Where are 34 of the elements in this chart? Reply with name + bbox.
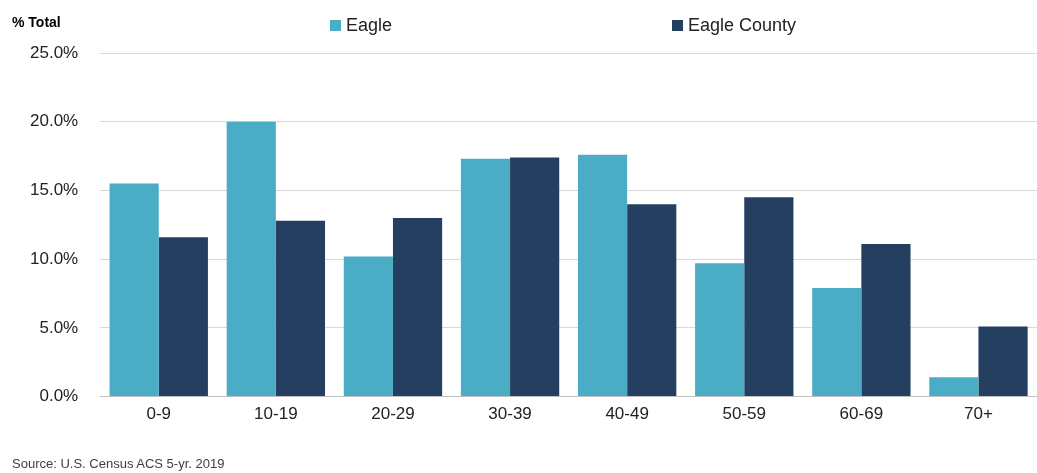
bar	[158, 237, 208, 397]
bar	[109, 183, 159, 397]
bar	[978, 326, 1028, 397]
bar	[226, 121, 276, 397]
y-tick-label: 15.0%	[30, 180, 79, 200]
bar	[275, 220, 326, 397]
bar	[577, 154, 628, 397]
x-tick-label: 20-29	[371, 404, 415, 424]
legend-label: Eagle	[346, 14, 393, 35]
bar	[861, 244, 911, 397]
x-tick-label: 0-9	[146, 404, 172, 424]
bar	[744, 197, 794, 397]
bar	[510, 157, 560, 397]
legend-label: Eagle County	[688, 14, 797, 35]
y-tick-label: 0.0%	[39, 386, 79, 406]
bar	[343, 256, 393, 397]
y-tick-label: 10.0%	[30, 248, 79, 268]
bar	[812, 288, 862, 397]
bar	[460, 158, 511, 397]
y-tick-label: 25.0%	[30, 42, 79, 62]
x-tick-label: 70+	[964, 404, 993, 424]
y-axis-title: % Total	[12, 13, 61, 30]
bar	[929, 377, 979, 397]
x-tick-label: 60-69	[839, 404, 884, 424]
bar	[392, 217, 443, 397]
bar	[695, 263, 745, 397]
x-tick-label: 50-59	[722, 404, 766, 424]
x-tick-label: 30-39	[488, 404, 532, 424]
bar	[627, 204, 677, 397]
x-tick-label: 10-19	[254, 404, 298, 424]
y-tick-label: 20.0%	[30, 111, 79, 131]
y-tick-label: 5.0%	[39, 317, 79, 337]
source-note: Source: U.S. Census ACS 5-yr. 2019	[12, 456, 225, 472]
x-tick-label: 40-49	[605, 404, 649, 424]
